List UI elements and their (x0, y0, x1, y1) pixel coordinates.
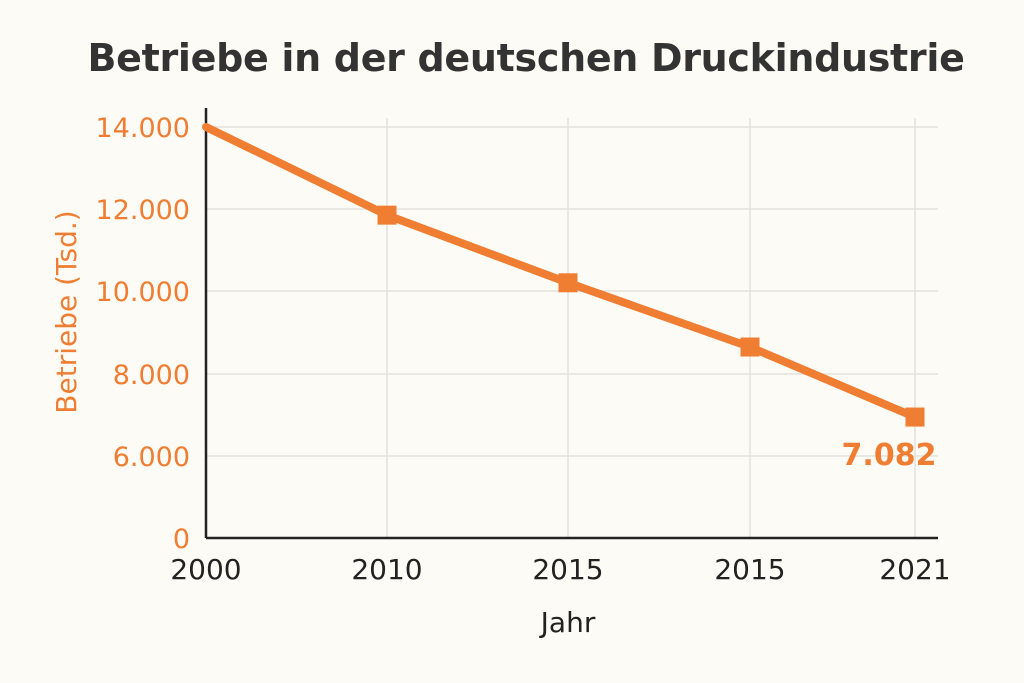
axes (204, 108, 938, 540)
y-axis-label: Betriebe (Tsd.) (50, 210, 83, 413)
x-axis-label: Jahr (539, 606, 596, 639)
x-tick-label: 2000 (170, 553, 241, 586)
data-point-marker (377, 205, 397, 225)
data-point-marker (558, 273, 578, 293)
x-tick-label: 2010 (351, 553, 422, 586)
chart-title: Betriebe in der deutschen Druckindustrie (87, 36, 965, 80)
y-tick-label: 12.000 (96, 195, 190, 226)
data-series (202, 123, 925, 427)
x-tick-labels: 2000 2010 2015 2015 2021 (170, 553, 950, 586)
x-tick-label: 2021 (879, 553, 950, 586)
y-tick-label: 8.000 (113, 360, 190, 391)
x-tick-label: 2015 (532, 553, 603, 586)
y-tick-label: 0 (173, 524, 190, 555)
data-point-marker (905, 407, 925, 427)
y-tick-labels: 0 6.000 8.000 10.000 12.000 14.000 (96, 113, 190, 555)
y-tick-label: 6.000 (113, 442, 190, 473)
x-tick-label: 2015 (714, 553, 785, 586)
data-label: 7.082 (842, 438, 937, 473)
data-labels: 7.082 (842, 438, 937, 473)
y-tick-label: 14.000 (96, 113, 190, 144)
y-tick-label: 10.000 (96, 277, 190, 308)
data-point-marker (740, 337, 760, 357)
